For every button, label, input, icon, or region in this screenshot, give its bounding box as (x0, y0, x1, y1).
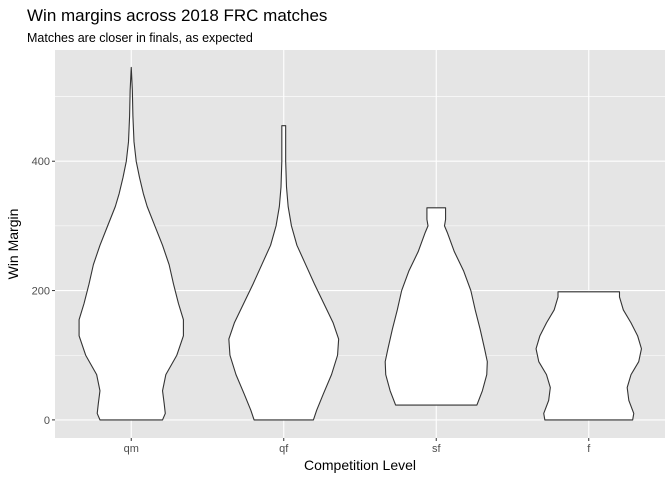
chart-title: Win margins across 2018 FRC matches (27, 6, 327, 25)
x-tick-label: f (587, 443, 591, 455)
x-tick-label: qm (124, 443, 139, 455)
x-axis-title: Competition Level (304, 457, 416, 473)
x-tick-label: qf (279, 443, 289, 455)
violin-qm (78, 66, 184, 421)
chart-subtitle: Matches are closer in finals, as expecte… (27, 31, 253, 45)
y-tick-label: 0 (44, 415, 50, 427)
y-axis-title: Win Margin (5, 209, 21, 280)
y-tick-label: 200 (32, 286, 50, 298)
violin-sf (384, 207, 488, 406)
violins (78, 66, 642, 421)
violin-f (535, 291, 642, 421)
x-tick-label: sf (432, 443, 442, 455)
axes: 0 200 400 qm qf sf f (32, 156, 592, 455)
y-tick-label: 400 (32, 156, 50, 168)
violin-qf (228, 125, 340, 421)
